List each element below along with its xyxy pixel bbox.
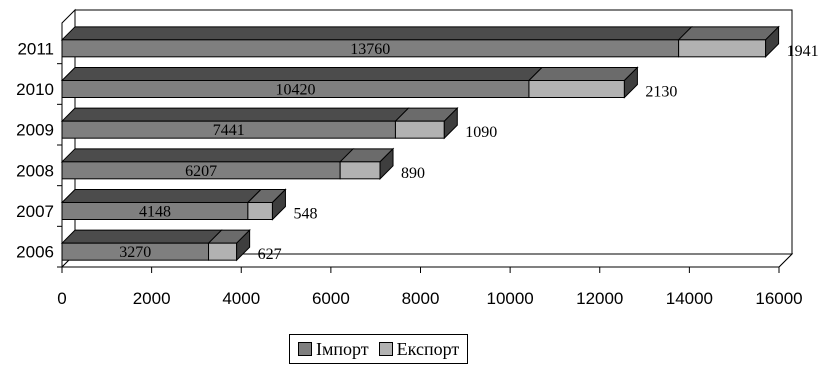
data-label-export-2011: 1941 xyxy=(787,43,819,60)
bar-side-2006 xyxy=(236,228,251,262)
x-tick-label: 10000 xyxy=(486,289,533,308)
legend-label-import: Імпорт xyxy=(316,338,369,359)
bar-side-2008 xyxy=(379,147,394,181)
x-tick-label: 8000 xyxy=(402,289,440,308)
data-label-export-2009: 1090 xyxy=(465,124,497,141)
bar-export-2010 xyxy=(528,80,625,98)
legend-item-export: Експорт xyxy=(378,338,460,360)
legend-swatch-export xyxy=(378,342,393,356)
bar-export-2011 xyxy=(678,39,767,58)
bar-side-2010 xyxy=(623,66,638,99)
y-tick-label-2009: 2009 xyxy=(16,121,54,140)
bar-top-export-2011 xyxy=(677,26,780,41)
bar-top-import-2008 xyxy=(60,148,355,163)
bar-top-import-2006 xyxy=(60,229,223,244)
y-tick-label-2006: 2006 xyxy=(16,243,54,262)
x-tick-label: 2000 xyxy=(133,289,171,308)
y-tick-label-2010: 2010 xyxy=(16,80,54,99)
data-label-import-2008: 6207 xyxy=(185,163,217,180)
data-label-export-2006: 627 xyxy=(258,246,282,263)
bar-side-2011 xyxy=(765,25,780,59)
bar-top-import-2010 xyxy=(60,67,544,81)
data-label-import-2011: 13760 xyxy=(350,41,390,58)
data-label-export-2007: 548 xyxy=(293,206,317,223)
bar-side-2009 xyxy=(443,106,458,140)
x-tick-label: 4000 xyxy=(222,289,260,308)
data-label-import-2006: 3270 xyxy=(119,244,151,261)
bar-export-2007 xyxy=(247,202,273,220)
y-tick-label-2007: 2007 xyxy=(16,202,54,221)
data-label-import-2010: 10420 xyxy=(275,82,315,99)
x-tick-label: 16000 xyxy=(755,289,802,308)
bars xyxy=(60,25,780,262)
x-tick-label: 14000 xyxy=(666,289,713,308)
data-label-import-2007: 4148 xyxy=(139,204,171,221)
legend-item-import: Імпорт xyxy=(298,339,369,360)
x-tick-label: 12000 xyxy=(576,289,623,308)
legend-label-export: Експорт xyxy=(396,338,460,359)
bar-side-2007 xyxy=(271,188,286,221)
bar-top-import-2007 xyxy=(60,189,263,203)
y-tick-label-2008: 2008 xyxy=(16,161,54,180)
data-label-export-2010: 2130 xyxy=(645,84,677,101)
y-tick-label-2011: 2011 xyxy=(17,39,54,58)
bar-top-export-2010 xyxy=(527,67,639,81)
bar-export-2006 xyxy=(208,242,238,261)
x-tick-label: 6000 xyxy=(312,289,350,308)
legend-swatch-import xyxy=(298,342,312,356)
x-tick-label: 0 xyxy=(57,289,66,308)
legend: Імпорт Експорт xyxy=(289,334,469,364)
bar-top-import-2009 xyxy=(60,107,410,122)
bar-top-import-2011 xyxy=(60,26,693,41)
data-label-import-2009: 7441 xyxy=(213,122,245,139)
labels: 0 2000 4000 6000 8000 10000 12000 14000 16000 200… xyxy=(16,39,818,308)
bar-export-2008 xyxy=(339,161,381,180)
data-label-export-2008: 890 xyxy=(401,165,425,182)
bar-export-2009 xyxy=(394,120,445,139)
